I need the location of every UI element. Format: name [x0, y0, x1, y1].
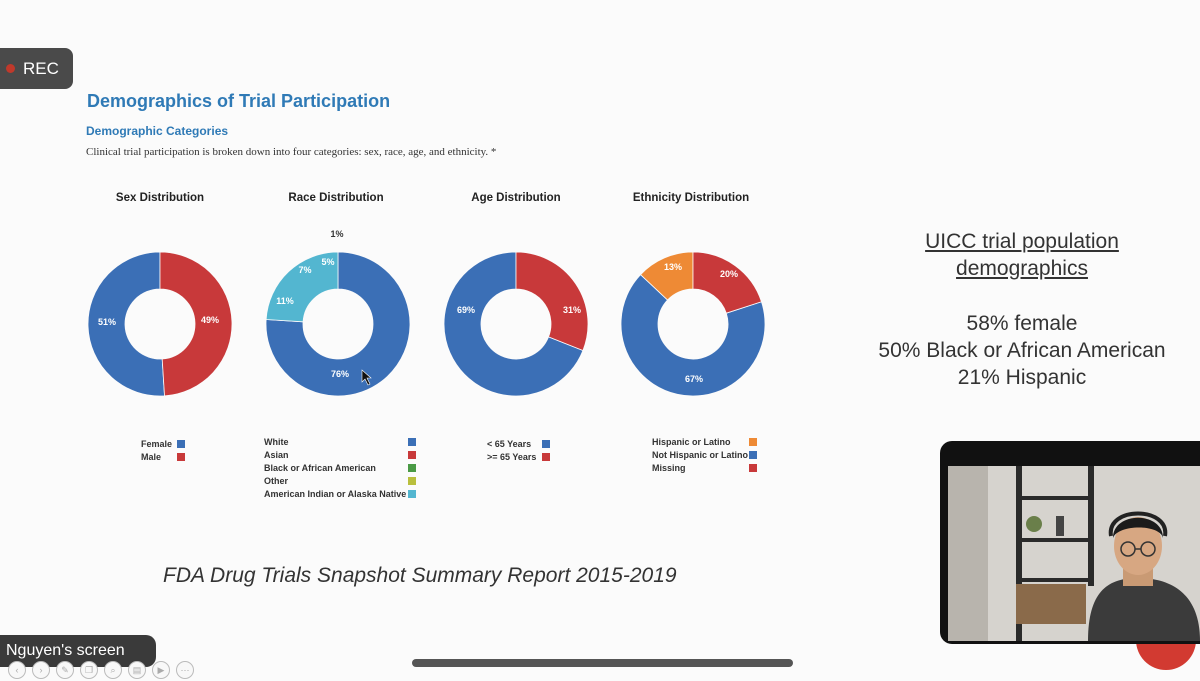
legend-swatch: [749, 438, 757, 446]
legend-item: White: [264, 436, 420, 449]
data-label: 51%: [98, 317, 116, 327]
legend-label: Hispanic or Latino: [652, 437, 731, 447]
donut-slice--65-years: [515, 251, 589, 352]
webcam-image: [948, 466, 1200, 641]
data-label: 76%: [331, 369, 349, 379]
legend-item: Not Hispanic or Latino: [652, 449, 760, 462]
legend-item: Missing: [652, 462, 760, 475]
chart-title-race: Race Distribution: [288, 192, 384, 204]
annotation-toolbar: ‹ › ✎ ❐ ⌕ ▤ ▶ ⋯: [8, 661, 194, 679]
legend-label: American Indian or Alaska Native: [264, 489, 407, 499]
legend-label: >= 65 Years: [487, 452, 537, 462]
legend-item: Asian: [264, 449, 420, 462]
legend-item: Other: [264, 475, 420, 488]
mouse-cursor-icon: [361, 369, 372, 386]
uicc-heading-line1: UICC trial population: [925, 230, 1119, 253]
uicc-stat-female: 58% female: [966, 312, 1078, 335]
copy-icon[interactable]: ❐: [80, 661, 98, 679]
legend-swatch: [177, 453, 185, 461]
legend-label: White: [264, 437, 289, 447]
legend-label: Black or African American: [264, 463, 376, 473]
data-label: 7%: [298, 265, 311, 275]
legend-label: Missing: [652, 463, 686, 473]
legend-swatch: [408, 451, 416, 459]
recording-label: REC: [23, 58, 59, 78]
donut-slice-male: [159, 251, 233, 397]
video-feed: [948, 466, 1200, 641]
legend-item: American Indian or Alaska Native: [264, 488, 420, 501]
legend-item: Hispanic or Latino: [652, 436, 760, 449]
horizontal-scrollbar[interactable]: [412, 659, 793, 667]
donut-age: [443, 251, 589, 397]
legend-swatch: [408, 464, 416, 472]
slide-subtitle: Demographic Categories: [86, 124, 229, 138]
legend-item: Female: [141, 438, 187, 451]
slide-title: Demographics of Trial Participation: [87, 91, 391, 111]
donut-slice-american-indian-or-alaska-native: [265, 251, 339, 323]
legend-item: Male: [141, 451, 187, 464]
recording-indicator: REC: [0, 48, 73, 89]
donut-race: [265, 251, 411, 397]
data-label: 31%: [563, 305, 581, 315]
legend-swatch: [408, 477, 416, 485]
slide-description: Clinical trial participation is broken d…: [86, 146, 497, 158]
uicc-heading: UICC trial population demographics: [862, 228, 1182, 282]
donut-slice--65-years: [443, 251, 584, 397]
uicc-stats: 58% female 50% Black or African American…: [862, 310, 1182, 391]
legend-label: Not Hispanic or Latino: [652, 450, 749, 460]
legend-item: Black or African American: [264, 462, 420, 475]
legend-swatch: [542, 453, 550, 461]
legend-label: Male: [141, 452, 162, 462]
legend-item: < 65 Years: [487, 438, 553, 451]
more-icon[interactable]: ⋯: [176, 661, 194, 679]
uicc-stat-hispanic: 21% Hispanic: [957, 366, 1087, 389]
uicc-heading-line2: demographics: [956, 257, 1088, 280]
data-label: 1%: [330, 229, 343, 239]
search-icon[interactable]: ⌕: [104, 661, 122, 679]
legend-age: < 65 Years >= 65 Years: [487, 438, 553, 464]
chart-title-ethnicity: Ethnicity Distribution: [632, 192, 750, 204]
back-icon[interactable]: ‹: [8, 661, 26, 679]
legend-sex: Female Male: [141, 438, 187, 464]
pen-icon[interactable]: ✎: [56, 661, 74, 679]
video-icon[interactable]: ▶: [152, 661, 170, 679]
data-label: 49%: [201, 315, 219, 325]
legend-label: Other: [264, 476, 289, 486]
forward-icon[interactable]: ›: [32, 661, 50, 679]
data-label: 13%: [664, 262, 682, 272]
chart-title-age: Age Distribution: [471, 192, 561, 204]
chart-title-sex: Sex Distribution: [115, 192, 205, 204]
donut-slice-not-hispanic-or-latino: [620, 274, 766, 397]
legend-swatch: [408, 490, 416, 498]
legend-label: Female: [141, 439, 173, 449]
legend-swatch: [177, 440, 185, 448]
source-citation: FDA Drug Trials Snapshot Summary Report …: [163, 564, 677, 587]
data-label: 11%: [276, 296, 294, 306]
data-label: 5%: [321, 257, 334, 267]
data-label: 69%: [457, 305, 475, 315]
donut-slice-female: [87, 251, 165, 397]
legend-label: Asian: [264, 450, 289, 460]
donut-ethnicity: [620, 251, 766, 397]
record-dot-icon: [6, 64, 15, 73]
data-label: 67%: [685, 374, 703, 384]
legend-swatch: [749, 451, 757, 459]
participant-video[interactable]: [940, 441, 1200, 644]
legend-swatch: [408, 438, 416, 446]
screen-share-label: Nguyen's screen: [0, 635, 156, 667]
legend-item: >= 65 Years: [487, 451, 553, 464]
legend-label: < 65 Years: [487, 439, 532, 449]
doc-icon[interactable]: ▤: [128, 661, 146, 679]
uicc-stat-black: 50% Black or African American: [878, 339, 1166, 362]
donut-slice-missing: [692, 251, 762, 314]
legend-swatch: [749, 464, 757, 472]
legend-ethnicity: Hispanic or Latino Not Hispanic or Latin…: [652, 436, 760, 475]
legend-swatch: [542, 440, 550, 448]
donut-slice-white: [265, 251, 411, 397]
data-label: 20%: [720, 269, 738, 279]
legend-race: White Asian Black or African American Ot…: [264, 436, 420, 501]
donut-sex: [87, 251, 233, 397]
